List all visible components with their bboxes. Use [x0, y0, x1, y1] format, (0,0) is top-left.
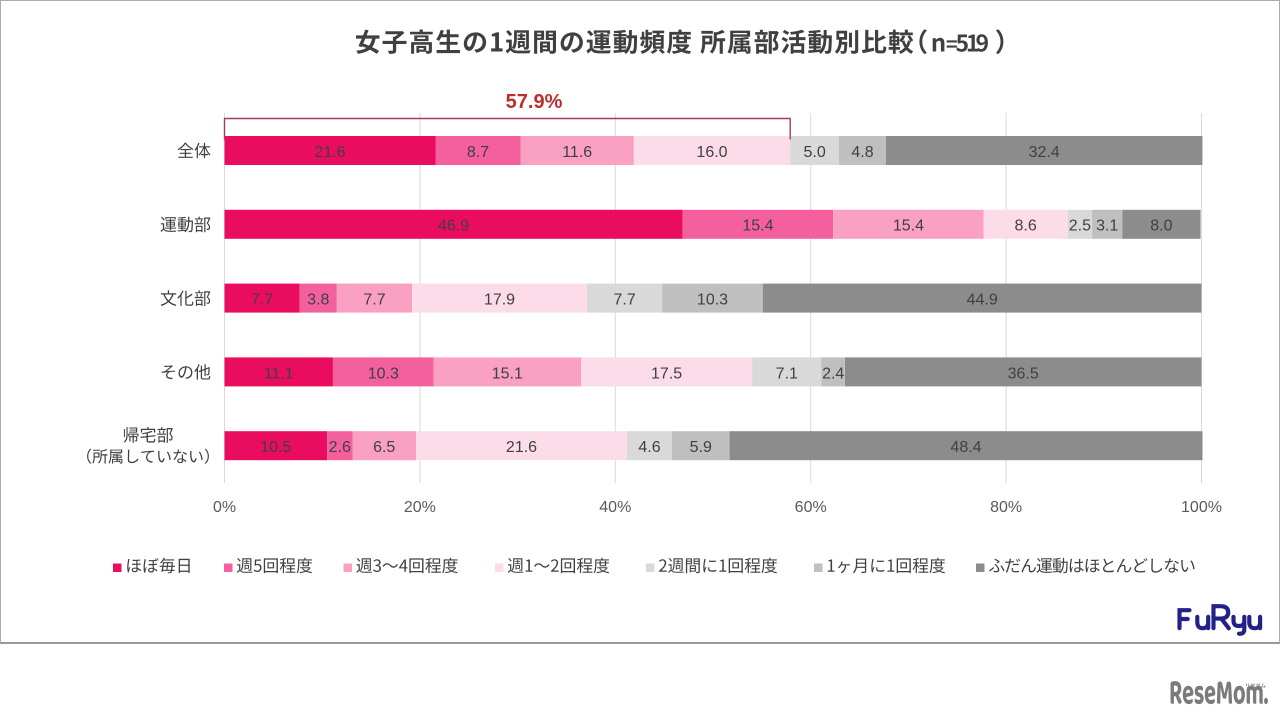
svg-text:8.7: 8.7 — [467, 144, 489, 161]
svg-text:10.3: 10.3 — [368, 365, 399, 382]
svg-text:3.1: 3.1 — [1096, 218, 1118, 235]
svg-text:2.4: 2.4 — [822, 365, 844, 382]
svg-text:44.9: 44.9 — [967, 292, 998, 309]
svg-text:11.6: 11.6 — [562, 144, 592, 161]
svg-text:15.4: 15.4 — [742, 218, 773, 235]
svg-text:46.9: 46.9 — [438, 218, 469, 235]
svg-text:6.5: 6.5 — [373, 439, 395, 456]
svg-text:5.0: 5.0 — [803, 144, 825, 161]
svg-text:21.6: 21.6 — [314, 144, 345, 161]
svg-text:10.3: 10.3 — [697, 292, 728, 309]
svg-text:7.1: 7.1 — [776, 365, 798, 382]
svg-text:4.6: 4.6 — [638, 439, 660, 456]
svg-text:2.5: 2.5 — [1069, 218, 1091, 235]
svg-text:32.4: 32.4 — [1029, 144, 1060, 161]
svg-text:21.6: 21.6 — [506, 439, 537, 456]
svg-text:8.0: 8.0 — [1150, 218, 1172, 235]
svg-text:2.6: 2.6 — [329, 439, 351, 456]
svg-text:17.9: 17.9 — [484, 292, 515, 309]
svg-text:16.0: 16.0 — [696, 144, 727, 161]
svg-text:7.7: 7.7 — [251, 292, 273, 309]
svg-text:100%: 100% — [1181, 499, 1222, 516]
svg-text:10.5: 10.5 — [260, 439, 291, 456]
svg-text:5.9: 5.9 — [690, 439, 712, 456]
svg-text:0%: 0% — [213, 499, 236, 516]
svg-text:20%: 20% — [404, 499, 436, 516]
svg-text:3.8: 3.8 — [307, 292, 329, 309]
svg-text:40%: 40% — [599, 499, 631, 516]
svg-text:36.5: 36.5 — [1008, 365, 1039, 382]
svg-text:80%: 80% — [990, 499, 1022, 516]
svg-text:7.7: 7.7 — [363, 292, 385, 309]
svg-text:17.5: 17.5 — [651, 365, 682, 382]
svg-text:48.4: 48.4 — [950, 439, 981, 456]
svg-text:60%: 60% — [795, 499, 827, 516]
svg-text:8.6: 8.6 — [1014, 218, 1036, 235]
svg-text:7.7: 7.7 — [613, 292, 635, 309]
svg-text:15.1: 15.1 — [492, 365, 523, 382]
svg-text:11.1: 11.1 — [264, 365, 294, 382]
svg-text:4.8: 4.8 — [851, 144, 873, 161]
svg-text:15.4: 15.4 — [893, 218, 924, 235]
svg-text:57.9%: 57.9% — [506, 91, 563, 113]
